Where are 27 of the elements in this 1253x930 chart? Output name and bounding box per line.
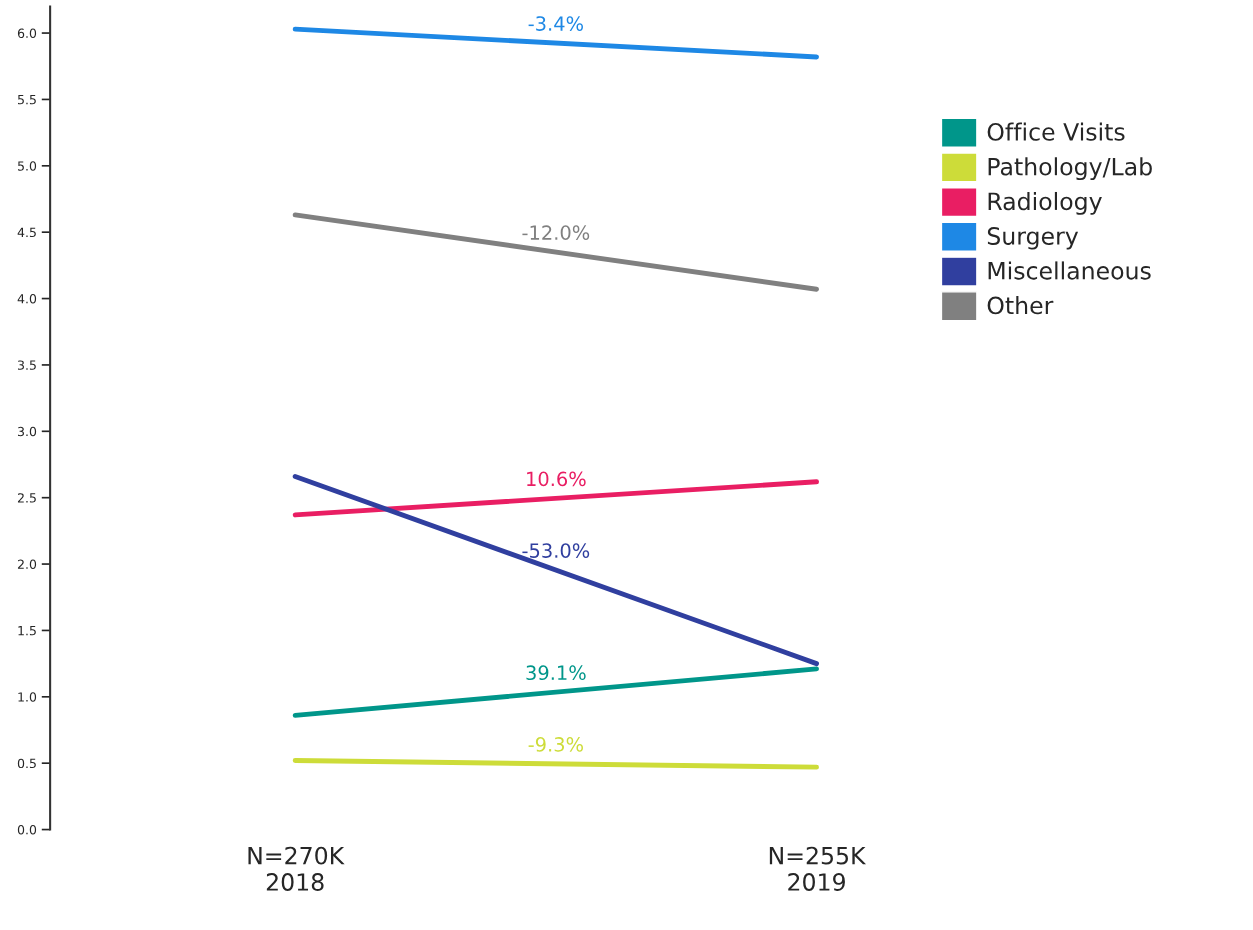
annotation: -3.4%	[528, 16, 583, 31]
y-tick-label: 5.0	[18, 161, 37, 171]
annotation: -9.3%	[528, 737, 583, 752]
legend-label: Office Visits	[987, 122, 1125, 141]
y-tick-label: 6.0	[17, 28, 37, 38]
y-tick-label: 2.5	[17, 493, 36, 503]
legend-label: Other	[987, 296, 1054, 315]
annotation: -53.0%	[522, 543, 590, 558]
annotation: 10.6%	[527, 471, 586, 487]
x-tick-label: N=270K 2018	[248, 846, 345, 891]
y-tick-label: 1.0	[18, 692, 37, 702]
annotation: 39.1%	[526, 665, 586, 681]
y-tick-label: 3.0	[18, 426, 37, 437]
y-tick-label: 0.5	[17, 758, 36, 769]
legend-label: Pathology/Lab	[988, 157, 1152, 181]
y-tick-label: 4.5	[17, 227, 36, 238]
y-tick-label: 1.5	[18, 626, 36, 636]
y-tick-label: 0.0	[17, 825, 37, 835]
legend-label: Miscellaneous	[988, 261, 1151, 280]
annotation: -12.0%	[522, 225, 590, 240]
legend-label: Surgery	[987, 227, 1079, 250]
legend-label: Radiology	[988, 191, 1102, 215]
y-tick-label: 2.0	[17, 559, 37, 569]
x-tick-label: N=255K 2019	[769, 846, 867, 891]
y-tick-label: 3.5	[18, 360, 36, 370]
y-tick-label: 4.0	[17, 294, 37, 304]
y-tick-label: 5.5	[18, 95, 36, 105]
